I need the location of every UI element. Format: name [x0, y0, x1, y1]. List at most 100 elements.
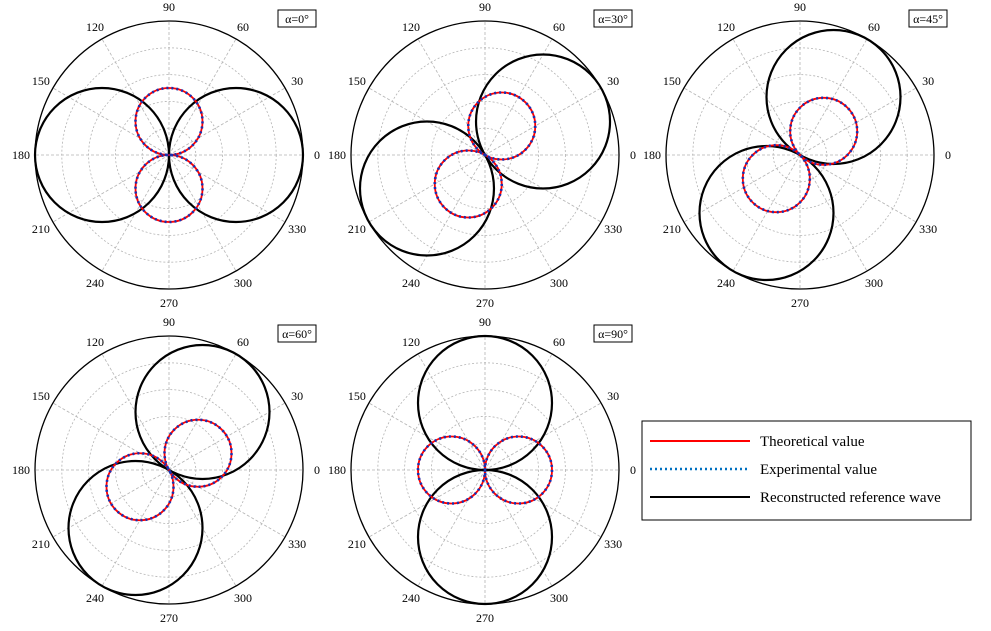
polar-panel: 0 30 60 90 120 150 180 210 240 270 300 330 α=30° [328, 0, 636, 310]
alpha-badge-label: α=0° [285, 12, 309, 26]
reference-wave-lobe [358, 120, 496, 257]
reference-wave-lobe [67, 459, 204, 597]
angle-tick-label: 300 [234, 276, 252, 290]
angle-tick-label: 0 [630, 463, 636, 477]
experimental-lobe [788, 96, 859, 167]
polar-frame [350, 20, 620, 290]
angular-grid-spoke [52, 154, 170, 223]
angular-grid-spoke [168, 353, 237, 471]
radial-grid-ring [746, 101, 855, 209]
alpha-badge [593, 9, 633, 28]
angular-grid-spoke [799, 87, 917, 156]
angle-tick-label: 120 [402, 20, 420, 34]
angle-tick-label: 150 [663, 74, 681, 88]
angle-tick-label: 120 [717, 20, 735, 34]
angular-grid-spoke [484, 353, 553, 471]
legend: Theoretical value Experimental value Rec… [641, 420, 972, 521]
experimental-lobe [134, 153, 204, 224]
legend-label-reconstructed: Reconstructed reference wave [760, 490, 941, 506]
angular-grid-spoke [417, 469, 486, 587]
alpha-badge-label: α=45° [913, 12, 943, 26]
angle-tick-label: 150 [32, 74, 50, 88]
angle-tick-label: 210 [663, 222, 681, 236]
angle-tick-label: 60 [237, 335, 249, 349]
angular-grid-spoke [368, 154, 486, 223]
angle-tick-label: 300 [865, 276, 883, 290]
angle-tick-label: 30 [291, 74, 303, 88]
angular-grid-spoke [799, 154, 917, 223]
angular-grid-spoke [168, 469, 286, 538]
angle-tick-label: 180 [12, 463, 30, 477]
experimental-lobe [105, 451, 175, 522]
angle-tick-label: 150 [348, 74, 366, 88]
angle-tick-label: 300 [234, 591, 252, 605]
angle-tick-label: 30 [607, 74, 619, 88]
angle-tick-label: 120 [86, 20, 104, 34]
experimental-lobe [134, 86, 204, 157]
angular-grid-spoke [484, 87, 602, 156]
angle-tick-label: 90 [479, 315, 491, 329]
angle-tick-label: 330 [919, 222, 937, 236]
angle-tick-label: 60 [868, 20, 880, 34]
angle-tick-label: 180 [12, 148, 30, 162]
angle-tick-label: 210 [348, 222, 366, 236]
angle-tick-label: 90 [479, 0, 491, 14]
experimental-lobe [466, 91, 537, 161]
angle-tick-label: 270 [160, 296, 178, 310]
angle-tick-label: 240 [402, 591, 420, 605]
angle-tick-label: 240 [86, 591, 104, 605]
radial-grid-ring [115, 415, 223, 524]
radial-grid-ring [115, 101, 223, 209]
angular-grid-spoke [168, 87, 286, 156]
angle-tick-label: 0 [945, 148, 951, 162]
experimental-lobe [433, 149, 504, 219]
angle-tick-label: 60 [553, 335, 565, 349]
angle-tick-label: 90 [794, 0, 806, 14]
angle-tick-label: 210 [32, 537, 50, 551]
legend-label-experimental: Experimental value [760, 462, 877, 478]
polar-panel: 0 30 60 90 120 150 180 210 240 270 300 330 α=90° [328, 315, 636, 625]
radial-grid-ring [430, 415, 539, 524]
angle-tick-label: 30 [291, 389, 303, 403]
angular-grid-spoke [683, 154, 801, 223]
legend-box [641, 420, 972, 521]
angle-tick-label: 330 [604, 537, 622, 551]
angle-tick-label: 210 [32, 222, 50, 236]
polar-frame [34, 335, 304, 605]
angle-tick-label: 0 [314, 148, 320, 162]
angle-tick-label: 180 [328, 463, 346, 477]
angle-tick-label: 330 [604, 222, 622, 236]
alpha-badge [277, 9, 317, 28]
angle-tick-label: 60 [237, 20, 249, 34]
angle-tick-label: 120 [402, 335, 420, 349]
angle-tick-label: 270 [791, 296, 809, 310]
angle-tick-label: 240 [86, 276, 104, 290]
angle-tick-label: 330 [288, 222, 306, 236]
experimental-lobe [163, 418, 233, 489]
alpha-badge [277, 324, 317, 343]
angle-tick-label: 180 [328, 148, 346, 162]
angular-grid-spoke [484, 469, 553, 587]
angle-tick-label: 90 [163, 0, 175, 14]
angle-tick-label: 0 [314, 463, 320, 477]
polar-panel: 0 30 60 90 120 150 180 210 240 270 300 330 α=0° [12, 0, 320, 310]
reference-wave-lobe [134, 343, 271, 481]
alpha-badge [593, 324, 633, 343]
angle-tick-label: 300 [550, 276, 568, 290]
angle-tick-label: 180 [643, 148, 661, 162]
angle-tick-label: 270 [476, 611, 494, 625]
experimental-lobe [741, 143, 812, 214]
angular-grid-spoke [52, 87, 170, 156]
angular-grid-spoke [168, 154, 286, 223]
angle-tick-label: 90 [163, 315, 175, 329]
alpha-badge-label: α=30° [598, 12, 628, 26]
angular-grid-spoke [417, 353, 486, 471]
angle-tick-label: 270 [476, 296, 494, 310]
angle-tick-label: 240 [717, 276, 735, 290]
angular-grid-spoke [799, 38, 868, 156]
angle-tick-label: 30 [922, 74, 934, 88]
legend-label-theoretical: Theoretical value [760, 434, 865, 450]
angular-grid-spoke [101, 469, 170, 587]
angle-tick-label: 300 [550, 591, 568, 605]
